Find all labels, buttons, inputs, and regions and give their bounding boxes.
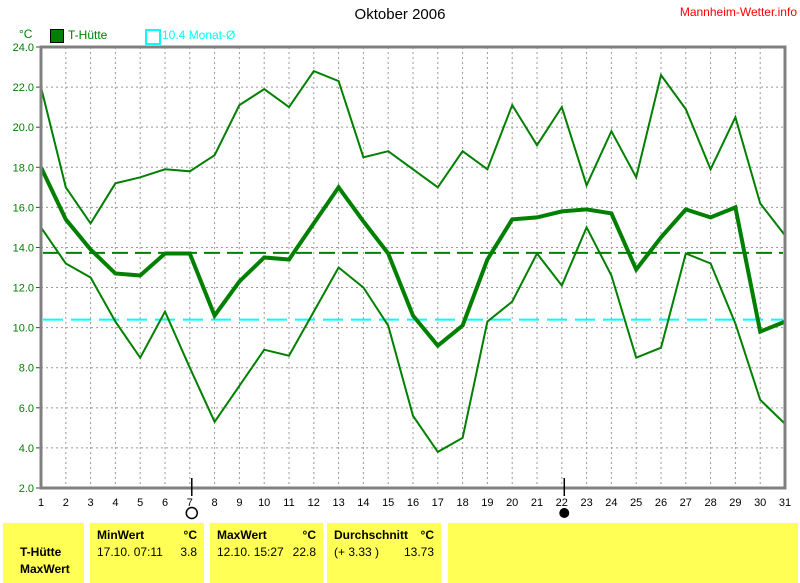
svg-text:2: 2	[63, 497, 69, 509]
y-axis-unit-label: °C	[19, 27, 33, 41]
durchschnitt-header: Durchschnitt	[334, 528, 409, 542]
svg-text:10: 10	[258, 497, 270, 509]
plot-frame	[39, 45, 787, 490]
svg-text:21: 21	[531, 497, 543, 509]
svg-text:22: 22	[556, 497, 568, 509]
durchschnitt-unit: °C	[420, 528, 434, 542]
svg-text:6.0: 6.0	[19, 403, 34, 415]
minwert-datetime: 17.10. 07:11	[97, 545, 163, 559]
maxwert-value: 22.8	[292, 545, 316, 559]
svg-text:20: 20	[506, 497, 518, 509]
table-cell-minwert: MinWert °C 17.10. 07:11 3.8	[90, 523, 204, 583]
series-min	[40, 225, 786, 454]
legend-label-monat-avg: 10.4 Monat-Ø	[162, 28, 236, 42]
svg-text:18: 18	[456, 497, 468, 509]
clipped-row-label: MaxWert	[20, 562, 70, 576]
full-moon-marker	[185, 478, 199, 520]
svg-text:15: 15	[382, 497, 394, 509]
legend-swatch-monat-avg	[145, 29, 161, 45]
svg-text:2.0: 2.0	[19, 483, 34, 495]
chart-canvas: 1 2 3 4 5 6 7 8 9 10 11 12 13 14 15 16 17 18 19 20 21 22 23 24 2…	[13, 42, 791, 520]
svg-text:4.0: 4.0	[19, 443, 34, 455]
minwert-unit: °C	[183, 528, 197, 542]
svg-text:19: 19	[481, 497, 493, 509]
durchschnitt-value: 13.73	[403, 545, 434, 559]
y-axis-labels: 24.0 22.0 20.0 18.0 16.0 14.0 12.0 10.0 8.0 6.0 4.…	[13, 42, 34, 495]
legend-label-t-huette: T-Hütte	[68, 28, 108, 42]
station-name: T-Hütte	[20, 545, 62, 559]
x-axis-labels: 1 2 3 4 5 6 7 8 9 10 11 12 13 14 15 16 17 18 19 20 21 22 23 24 2…	[38, 497, 791, 509]
table-cell-durchschnitt: Durchschnitt °C (+ 3.33 ) 13.73	[327, 523, 441, 583]
new-moon-marker	[559, 478, 570, 518]
maxwert-header: MaxWert	[217, 528, 267, 542]
svg-text:3: 3	[88, 497, 94, 509]
svg-text:12.0: 12.0	[13, 283, 34, 295]
svg-text:13: 13	[332, 497, 344, 509]
table-cell-maxwert: MaxWert °C 12.10. 15:27 22.8	[210, 523, 323, 583]
svg-text:31: 31	[779, 497, 791, 509]
new-moon-icon	[559, 508, 570, 518]
svg-text:17: 17	[432, 497, 444, 509]
svg-text:6: 6	[162, 497, 168, 509]
svg-text:11: 11	[283, 497, 294, 509]
svg-text:5: 5	[137, 497, 143, 509]
svg-text:8: 8	[212, 497, 218, 509]
svg-text:30: 30	[754, 497, 766, 509]
minwert-value: 3.8	[180, 545, 197, 559]
temperature-chart: 1 2 3 4 5 6 7 8 9 10 11 12 13 14 15 16 17 18 19 20 21 22 23 24 2…	[13, 42, 791, 520]
maxwert-datetime: 12.10. 15:27	[217, 545, 284, 559]
svg-text:22.0: 22.0	[13, 82, 34, 94]
table-cell-empty	[448, 523, 798, 583]
series-max	[40, 69, 786, 237]
svg-text:24.0: 24.0	[13, 42, 34, 54]
svg-text:16.0: 16.0	[13, 202, 34, 214]
svg-text:10.0: 10.0	[13, 323, 34, 335]
svg-text:14.0: 14.0	[13, 242, 34, 254]
minwert-header: MinWert	[97, 528, 145, 542]
chart-title: Oktober 2006	[354, 6, 446, 23]
svg-text:20.0: 20.0	[13, 122, 34, 134]
svg-text:25: 25	[630, 497, 642, 509]
maxwert-unit: °C	[302, 528, 316, 542]
full-moon-icon	[185, 506, 199, 520]
site-link[interactable]: Mannheim-Wetter.info	[679, 5, 797, 19]
svg-text:9: 9	[236, 497, 242, 509]
svg-text:1: 1	[38, 497, 44, 509]
legend-swatch-t-huette	[50, 29, 64, 43]
svg-text:18.0: 18.0	[13, 162, 34, 174]
svg-text:14: 14	[357, 497, 369, 509]
svg-text:8.0: 8.0	[19, 363, 34, 375]
svg-text:28: 28	[704, 497, 716, 509]
svg-text:26: 26	[655, 497, 667, 509]
svg-text:23: 23	[580, 497, 592, 509]
svg-text:27: 27	[680, 497, 692, 509]
svg-text:29: 29	[729, 497, 741, 509]
durchschnitt-anomaly: (+ 3.33 )	[334, 545, 380, 559]
svg-text:16: 16	[407, 497, 419, 509]
svg-text:4: 4	[112, 497, 118, 509]
series-mean	[39, 166, 786, 349]
svg-text:24: 24	[605, 497, 617, 509]
table-cell-station: T-Hütte MaxWert	[3, 523, 84, 583]
gridlines	[41, 47, 785, 488]
weather-chart-page: { "header": { "title": "Oktober 2006", "…	[3, 5, 798, 583]
svg-text:7: 7	[187, 497, 193, 509]
svg-text:12: 12	[308, 497, 320, 509]
